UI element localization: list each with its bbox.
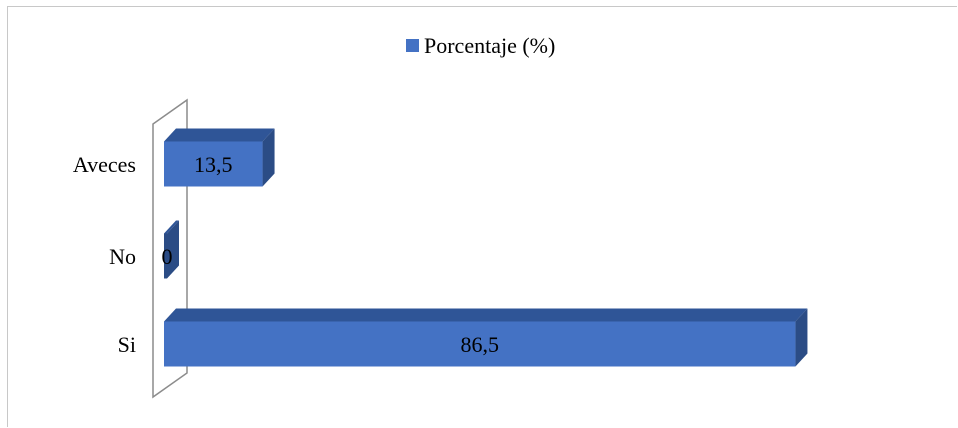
bar-si-top	[164, 308, 808, 322]
bar-si	[164, 308, 808, 367]
bar-aveces	[164, 128, 275, 187]
data-label-no: 0	[162, 244, 173, 269]
legend: Porcentaje (%)	[406, 33, 555, 58]
bar-si-side	[795, 308, 808, 367]
category-label-si: Si	[118, 332, 136, 357]
bar-aveces-front	[164, 141, 263, 187]
bar-no-front	[164, 233, 167, 279]
bar-si-front	[164, 321, 796, 367]
chart-frame	[7, 6, 957, 427]
category-label-aveces: Aveces	[73, 152, 136, 177]
data-labels: 13,5 0 86,5	[162, 152, 499, 357]
category-labels: Aveces No Si	[73, 152, 136, 357]
bar-no	[164, 220, 179, 279]
category-label-no: No	[109, 244, 136, 269]
bars	[164, 128, 808, 367]
data-label-si: 86,5	[460, 332, 499, 357]
bar-no-top	[164, 220, 179, 234]
bar-aveces-top	[164, 128, 275, 142]
category-axis-wall	[152, 98, 188, 399]
legend-label: Porcentaje (%)	[424, 33, 555, 58]
data-label-aveces: 13,5	[194, 152, 233, 177]
legend-swatch	[406, 39, 419, 52]
bar-no-side	[167, 220, 179, 279]
bar-aveces-side	[262, 128, 275, 187]
